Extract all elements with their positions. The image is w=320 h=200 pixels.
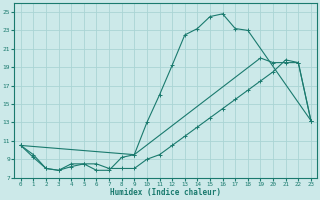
X-axis label: Humidex (Indice chaleur): Humidex (Indice chaleur) [110,188,221,197]
